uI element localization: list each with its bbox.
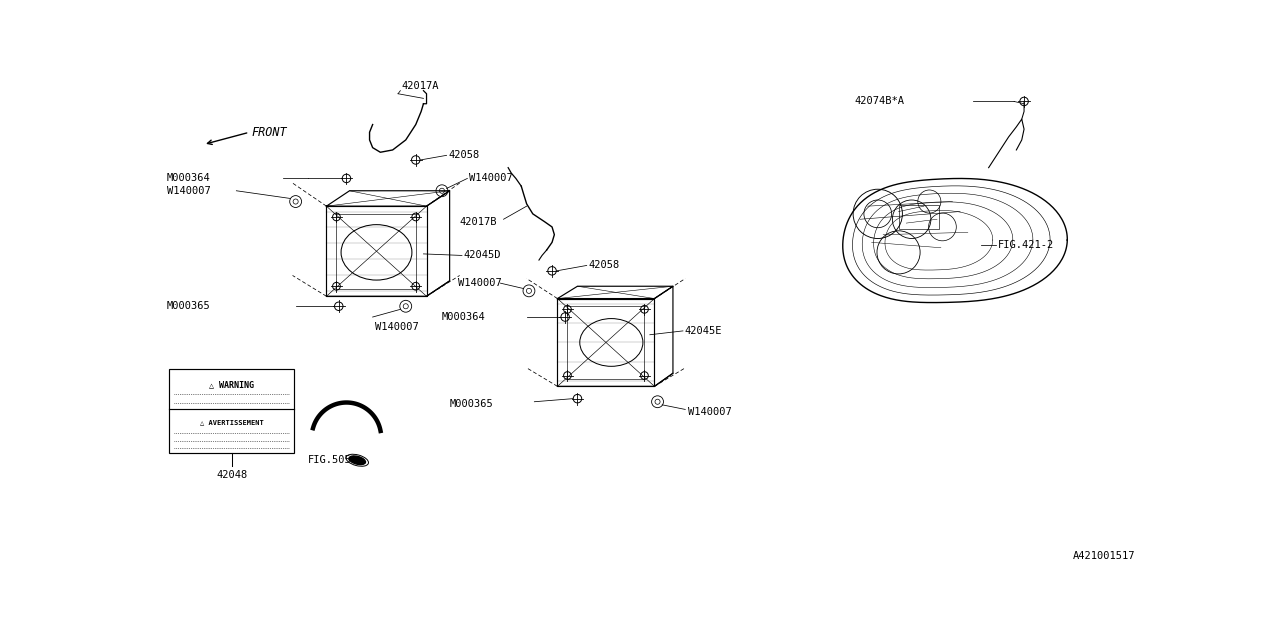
Text: 42045E: 42045E	[685, 326, 722, 336]
Text: △ WARNING: △ WARNING	[209, 380, 255, 389]
Text: FRONT: FRONT	[252, 125, 288, 139]
Text: M000365: M000365	[168, 301, 211, 311]
Text: 42074B*A: 42074B*A	[855, 97, 905, 106]
Text: △ AVERTISSEMENT: △ AVERTISSEMENT	[200, 420, 264, 426]
Text: 42058: 42058	[448, 150, 479, 161]
Text: W140007: W140007	[168, 186, 211, 196]
Text: 42045D: 42045D	[463, 250, 500, 260]
Text: W140007: W140007	[375, 322, 419, 332]
Ellipse shape	[349, 456, 366, 465]
Text: W140007: W140007	[458, 278, 502, 288]
Text: 42017B: 42017B	[460, 216, 497, 227]
Text: M000364: M000364	[168, 173, 211, 184]
Bar	[169, 369, 294, 452]
Text: 42058: 42058	[589, 260, 620, 271]
Text: FIG.421-2: FIG.421-2	[998, 239, 1055, 250]
Text: W140007: W140007	[689, 407, 732, 417]
Text: 42048: 42048	[216, 470, 247, 479]
Text: M000364: M000364	[442, 312, 485, 322]
Text: A421001517: A421001517	[1073, 551, 1135, 561]
Bar	[899, 205, 938, 229]
Text: W140007: W140007	[468, 173, 512, 184]
Text: FIG.505: FIG.505	[308, 455, 352, 465]
Text: 42017A: 42017A	[402, 81, 439, 91]
Text: M000365: M000365	[449, 399, 493, 409]
